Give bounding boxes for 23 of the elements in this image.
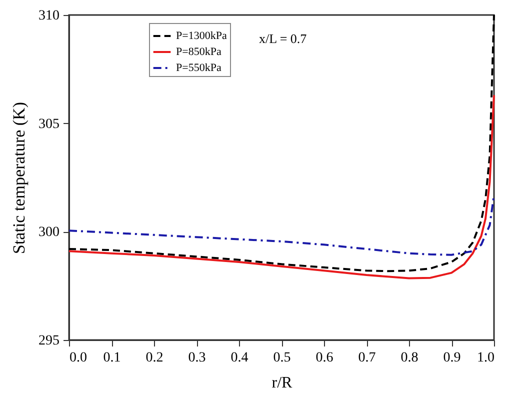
annotation: x/L = 0.7: [259, 31, 308, 46]
x-tick-label: 0.9: [443, 350, 461, 366]
x-axis-title: r/R: [272, 374, 293, 392]
y-tick-label: 310: [38, 8, 60, 24]
x-tick-label: 0.1: [103, 350, 121, 366]
y-tick-label: 300: [38, 225, 60, 240]
x-tick-label: 0.3: [188, 350, 206, 366]
x-tick-label: 0.4: [230, 350, 248, 366]
y-tick-label: 305: [38, 116, 60, 132]
x-tick-label: 0.6: [316, 350, 334, 366]
y-tick-label: 295: [38, 334, 60, 348]
x-tick-label: 0.0: [70, 350, 87, 366]
x-tick-label: 0.8: [400, 350, 418, 366]
x-tick-label: 0.2: [146, 350, 164, 366]
x-tick-label: 1.0: [477, 350, 494, 366]
line-series: [68, 14, 495, 272]
x-tick-label: 0.5: [273, 350, 291, 366]
legend-label: P=1300kPa: [176, 30, 227, 42]
line-series: [68, 94, 495, 280]
y-axis-title: Static temperature (K): [10, 102, 28, 254]
legend-label: P=550kPa: [176, 62, 222, 74]
x-tick-label: 0.7: [358, 350, 376, 366]
legend-label: P=850kPa: [176, 46, 222, 58]
